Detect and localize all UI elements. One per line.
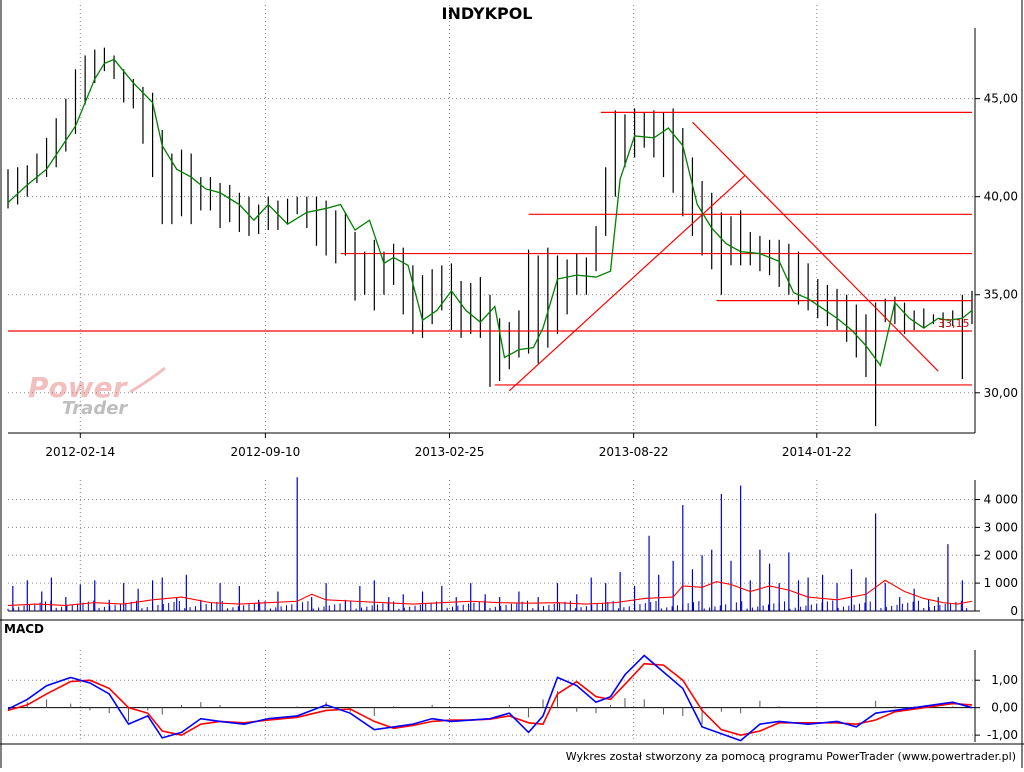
price-y-tick-label: 35,00	[984, 288, 1018, 302]
macd-title: MACD	[4, 622, 44, 636]
price-y-tick-label: 30,00	[984, 386, 1018, 400]
volume-bars	[7, 477, 968, 611]
volume-y-tick-label: 2 000	[984, 548, 1018, 562]
price-red-lines	[8, 111, 972, 392]
svg-text:Power: Power	[28, 371, 129, 404]
macd-y-tick-label: 1,00	[991, 673, 1018, 687]
price-ma-line	[7, 58, 973, 367]
macd-line	[7, 654, 973, 742]
price-y-tick-label: 40,00	[984, 190, 1018, 204]
powertrader-watermark-logo: Power Trader	[28, 366, 166, 419]
svg-text:Trader: Trader	[62, 398, 128, 419]
macd-signal-line	[7, 662, 973, 736]
volume-axis-labels: 0 1 000 2 000 3 000 4 000	[984, 493, 1018, 618]
volume-y-tick-label: 4 000	[984, 493, 1018, 507]
price-y-tick-label: 45,00	[984, 92, 1018, 106]
volume-y-tick-label: 3 000	[984, 520, 1018, 534]
last-price-label: 33,15	[938, 317, 970, 330]
volume-y-tick-label: 0	[1010, 604, 1018, 618]
chart-title: INDYKPOL	[442, 4, 533, 23]
price-trendline	[508, 174, 746, 392]
price-trendline	[692, 121, 939, 372]
footer-credit: Wykres został stworzony za pomocą progra…	[566, 750, 1016, 763]
macd-lines	[7, 654, 973, 742]
macd-grid	[8, 679, 980, 736]
price-x-tick-label: 2013-08-22	[599, 445, 669, 459]
price-grid	[8, 5, 980, 742]
price-close-line	[7, 58, 973, 367]
price-x-tick-label: 2013-02-25	[415, 445, 485, 459]
price-x-tick-label: 2014-01-22	[782, 445, 852, 459]
price-axis-labels: 2012-02-14 2012-09-10 2013-02-25 2013-08-22…	[45, 92, 1018, 459]
volume-y-tick-label: 1 000	[984, 576, 1018, 590]
volume-average-line	[7, 579, 973, 606]
macd-y-tick-label: -1,00	[987, 728, 1018, 742]
price-x-tick-label: 2012-09-10	[231, 445, 301, 459]
price-x-tick-label: 2012-02-14	[45, 445, 115, 459]
price-hilo-bars	[7, 47, 973, 427]
volume-grid	[8, 499, 980, 612]
macd-axis-labels: -1,00 0,00 1,00	[987, 673, 1018, 742]
macd-y-tick-label: 0,00	[991, 701, 1018, 715]
volume-average-line	[7, 579, 973, 606]
